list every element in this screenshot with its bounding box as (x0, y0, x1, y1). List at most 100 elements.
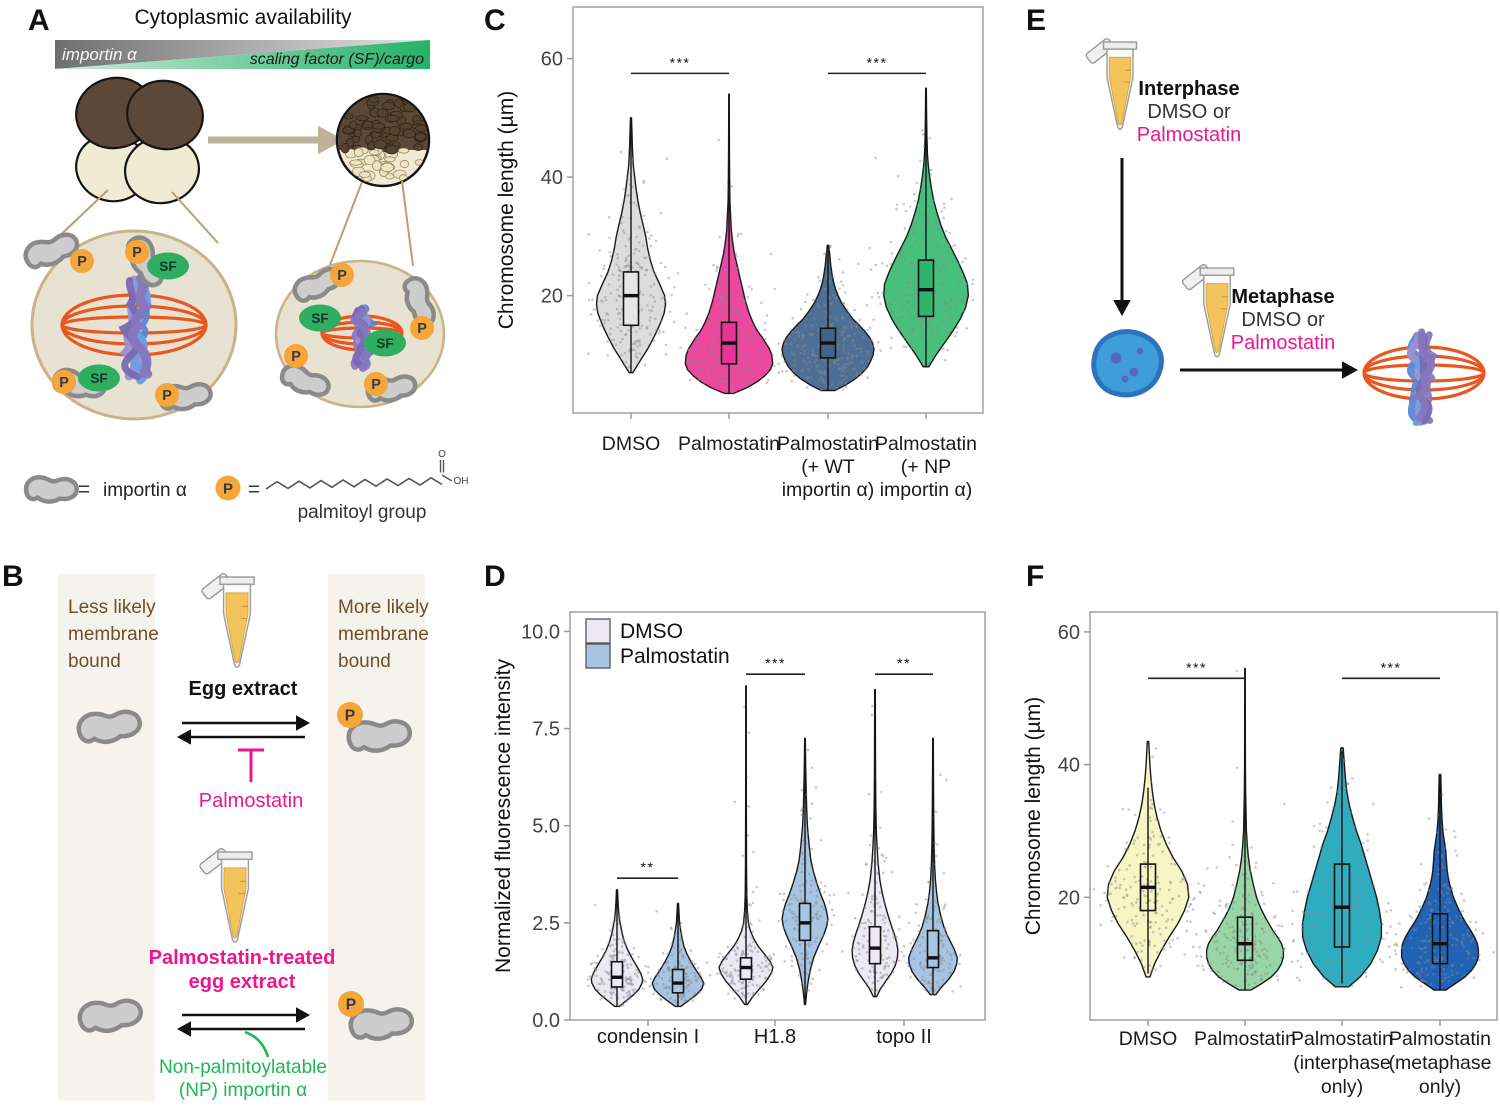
sf-label: SF (159, 259, 176, 274)
panel-a-diagram: Cytoplasmic availability importin α scalin… (23, 6, 469, 523)
np-importin-label: (NP) importin α (179, 1080, 307, 1101)
less-likely-label: bound (68, 651, 121, 672)
panel-c-violin-chart: 20 40 60 Chromosome length (µm) DMSO Palmosta… (495, 6, 984, 501)
panel-label-c: C (484, 4, 506, 37)
importin-alpha-blob (77, 998, 143, 1034)
chromatin (118, 273, 153, 385)
x-category-label: (+ WT (801, 456, 855, 478)
p-label: P (162, 388, 172, 404)
x-category-label: Palmostatin (1291, 1028, 1393, 1050)
x-category-label: importin α) (782, 479, 875, 501)
np-importin-label: Non-palmitoylatable (159, 1057, 327, 1078)
y-tick-label: 20 (1058, 887, 1080, 909)
less-likely-label: membrane (68, 624, 159, 645)
less-likely-label: Less likely (68, 597, 156, 618)
importin-alpha-blob (346, 719, 412, 753)
violin-palmostatin-h1.8 (772, 737, 836, 1006)
interphase-step-label: DMSO or (1147, 101, 1231, 123)
x-category-label: Palmostatin (875, 433, 977, 455)
palmitoyl-p-badge: P (215, 475, 241, 501)
box (622, 271, 640, 327)
x-category-label: (+ NP (901, 456, 951, 478)
importin-legend-label: importin α (103, 480, 187, 501)
legend-label: Palmostatin (620, 645, 730, 668)
p-label: P (77, 254, 87, 270)
panel-label-d: D (484, 560, 506, 593)
x-category-label: topo II (876, 1026, 932, 1048)
y-tick-label: 0.0 (532, 1010, 560, 1032)
sf-label: SF (90, 371, 107, 386)
p-label: P (346, 996, 356, 1013)
palmitoyl-p-badge: P (125, 240, 149, 264)
panel-label-f: F (1026, 560, 1045, 593)
y-axis-label: Chromosome length (µm) (1022, 697, 1045, 936)
microtube-icon (1085, 38, 1138, 131)
microtube-icon (199, 847, 253, 944)
violin-dmso-topo-ii (841, 689, 906, 998)
mitotic-spindle (1362, 328, 1486, 427)
microtube-icon (1181, 264, 1235, 358)
scaling-factor-badge: SF (364, 329, 406, 357)
x-category-label: Palmostatin (1194, 1028, 1296, 1050)
scaling-factor-badge: SF (147, 252, 189, 280)
x-category-label: DMSO (602, 433, 661, 455)
scaling-factor-badge: SF (299, 304, 341, 332)
panel-a-legend: = importin α P = O OH palmitoyl group (23, 449, 469, 523)
violin-palmostatin-np-importin- (865, 87, 975, 368)
legend-swatch-palmostatin (585, 643, 611, 669)
significance-stars: *** (1381, 659, 1402, 675)
sf-label: SF (376, 336, 393, 351)
p-label: P (337, 268, 347, 284)
plot-border (569, 611, 986, 1021)
x-category-label: (interphase (1293, 1052, 1391, 1074)
violin-palmostatin-condensin-i (642, 902, 712, 1008)
x-category-label: importin α) (880, 479, 973, 501)
np-pointer-curve (244, 1030, 270, 1058)
equals-sign: = (248, 478, 260, 501)
jitter-dots (1092, 747, 1206, 974)
x-category-label: Palmostatin (1389, 1028, 1491, 1050)
interphase-nucleus (1091, 329, 1164, 398)
down-arrow (1113, 158, 1131, 316)
palmitoyl-legend-label: palmitoyl group (298, 502, 427, 523)
chem-o-label: O (438, 449, 446, 460)
palmitoyl-p-badge: P (284, 344, 308, 368)
embryo-4-cell (75, 76, 204, 205)
x-category-label: condensin I (597, 1026, 699, 1048)
palmitoyl-p-badge: P (410, 316, 434, 340)
p-label: P (132, 245, 142, 261)
panel-label-a: A (28, 4, 50, 37)
y-tick-label: 10.0 (521, 621, 560, 643)
importin-alpha-blob (279, 363, 331, 397)
panel-a-title: Cytoplasmic availability (134, 6, 352, 29)
violin-dmso (587, 117, 680, 374)
x-category-label: only) (1419, 1076, 1461, 1098)
importin-alpha-blob (23, 232, 80, 270)
palmitoyl-p-badge: P (330, 263, 354, 287)
significance-stars: ** (897, 655, 911, 671)
p-label: P (371, 377, 381, 393)
violin-palmostatin-interphase-only- (1283, 747, 1405, 988)
panel-label-b: B (2, 560, 24, 593)
panel-label-e: E (1026, 4, 1047, 37)
metaphase-step-label: DMSO or (1241, 309, 1325, 331)
legend-label: DMSO (620, 620, 683, 643)
x-category-label: H1.8 (754, 1026, 796, 1048)
y-tick-label: 7.5 (532, 719, 560, 741)
box (610, 960, 624, 988)
violin-palmostatin-metaphase-only- (1385, 773, 1495, 991)
violin-palmostatin (1191, 667, 1299, 991)
more-likely-label: bound (338, 651, 391, 672)
y-tick-label: 40 (1058, 755, 1080, 777)
sf-label: SF (311, 311, 328, 326)
equilibrium-arrows (177, 715, 310, 745)
y-tick-label: 2.5 (532, 913, 560, 935)
importin-alpha-blob (348, 1007, 414, 1041)
jitter-dots (1283, 758, 1405, 988)
y-tick-label: 20 (541, 286, 563, 308)
p-label: P (59, 375, 69, 391)
violin-palmostatin (672, 93, 786, 395)
embryo-blastula (335, 92, 431, 188)
